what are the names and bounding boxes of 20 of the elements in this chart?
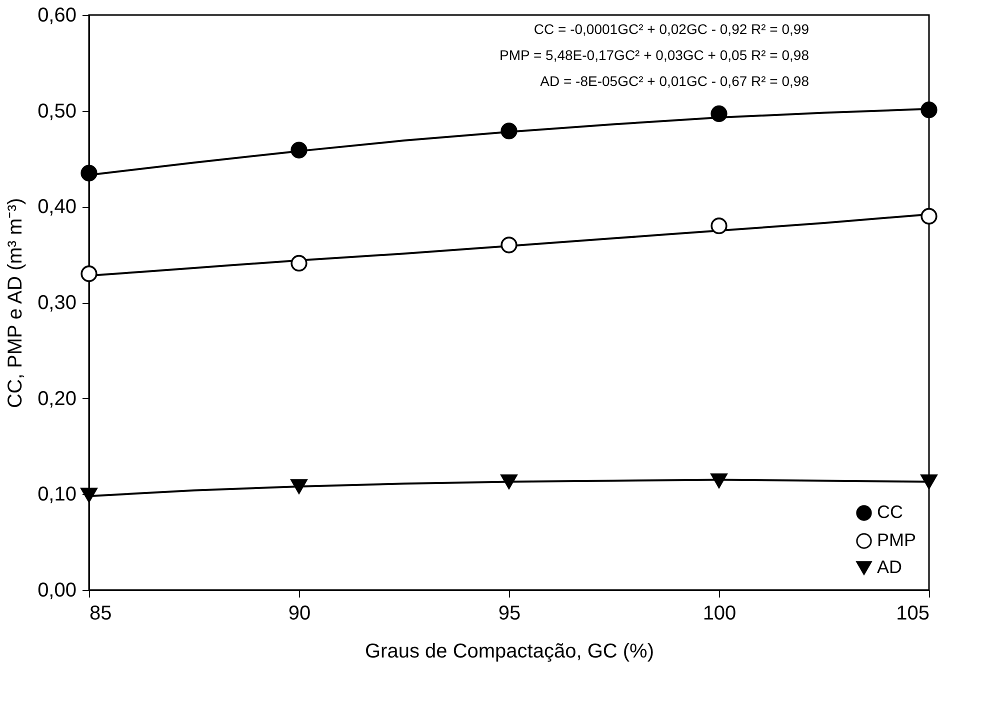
annotation: CC = -0,0001GC² + 0,02GC - 0,92 R² = 0,99: [534, 21, 810, 37]
legend-label: CC: [877, 502, 903, 522]
y-tick-label: 0,60: [38, 4, 76, 26]
y-tick-label: 0,50: [38, 100, 76, 122]
y-tick-label: 0,20: [38, 388, 76, 410]
y-axis-title: CC, PMP e AD (m³ m⁻³): [4, 198, 27, 408]
y-tick-label: 0,40: [38, 196, 76, 218]
x-axis-title: Graus de Compactação, GC (%): [365, 640, 654, 662]
annotation: AD = -8E-05GC² + 0,01GC - 0,67 R² = 0,98: [540, 73, 810, 89]
x-tick-label: 85: [90, 602, 112, 624]
x-tick-label: 90: [288, 602, 311, 624]
legend-label: AD: [877, 557, 902, 577]
y-tick-label: 0,30: [38, 292, 76, 314]
x-tick-label: 105: [896, 602, 930, 624]
x-tick-label: 100: [702, 602, 736, 624]
y-tick-label: 0,10: [38, 484, 76, 506]
y-tick-label: 0,00: [38, 580, 76, 602]
x-tick-label: 95: [498, 602, 521, 624]
legend-label: PMP: [877, 530, 916, 550]
annotation: PMP = 5,48E-0,17GC² + 0,03GC + 0,05 R² = 0,98: [500, 47, 810, 63]
